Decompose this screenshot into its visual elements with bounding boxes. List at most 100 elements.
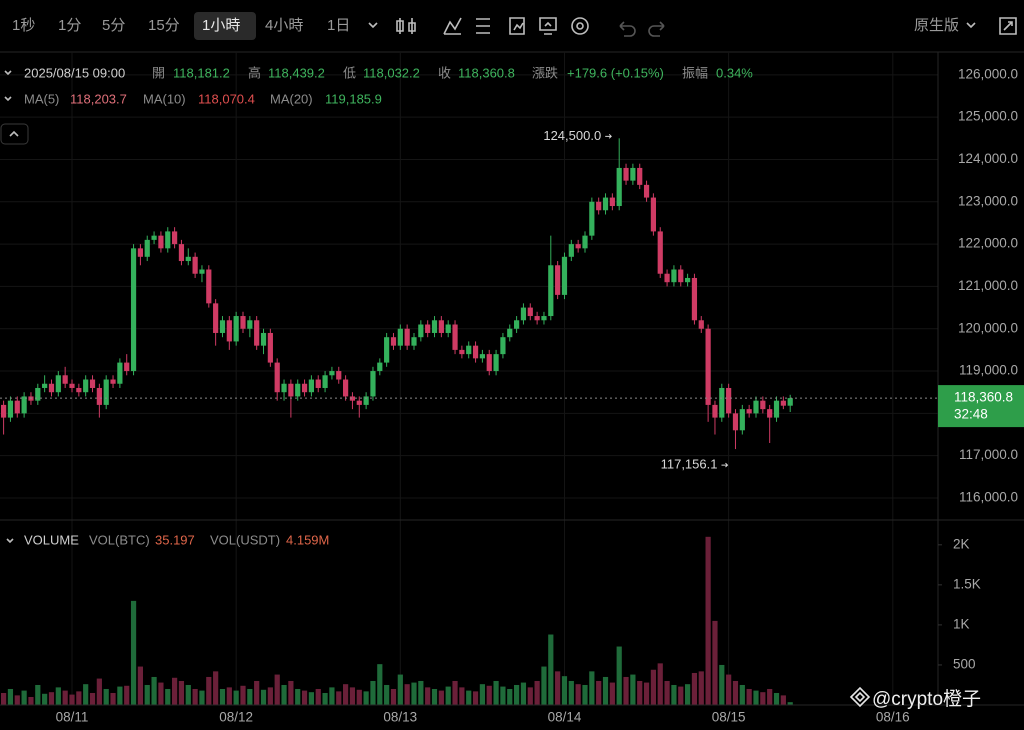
volume-bar <box>445 686 451 705</box>
candle-body <box>172 231 178 245</box>
volume-bar <box>575 684 581 705</box>
template-icon[interactable] <box>539 17 557 35</box>
candle-body <box>719 387 725 418</box>
last-price-box <box>938 385 1024 428</box>
volume-bar <box>698 671 704 705</box>
candle-body <box>753 400 759 414</box>
volume-bar <box>254 680 260 705</box>
candle-body <box>315 379 321 388</box>
ma-value: 118,070.4 <box>198 91 255 106</box>
candle-body <box>1 404 7 418</box>
candle-type-icon[interactable] <box>396 18 416 34</box>
volume-bar <box>226 687 232 705</box>
candle-body <box>390 337 397 346</box>
volume-bar <box>349 687 356 705</box>
y-tick-label: 125,000.0 <box>958 109 1018 124</box>
volume-bar <box>561 676 568 705</box>
candle-body <box>158 235 164 249</box>
volume-bar <box>83 684 89 705</box>
collapse-icon <box>9 130 19 137</box>
y-tick-label: 123,000.0 <box>958 193 1018 208</box>
volume-bar <box>466 690 472 705</box>
candle-body <box>431 320 438 333</box>
volume-bar <box>527 687 533 705</box>
interval[interactable]: 4小時 <box>265 17 303 34</box>
draw-icon[interactable] <box>509 17 525 35</box>
volume-bar <box>582 684 588 705</box>
candle-body <box>548 265 554 317</box>
ma-chevron[interactable] <box>4 96 12 102</box>
volume-bar <box>240 685 246 705</box>
volume-bar <box>48 692 55 705</box>
candle-body <box>240 316 246 329</box>
candle-body <box>472 345 479 359</box>
candle-body <box>760 400 766 410</box>
candle-body <box>486 354 492 372</box>
collapse-chevron[interactable] <box>4 70 12 76</box>
more-intervals[interactable] <box>368 22 378 29</box>
interval[interactable]: 5分 <box>102 17 125 34</box>
undo-icon[interactable] <box>619 21 636 37</box>
interval[interactable]: 1秒 <box>12 17 35 34</box>
candle-body <box>773 400 780 418</box>
candle-body <box>165 231 171 249</box>
high-annotation: 124,500.0 <box>543 128 601 143</box>
volume-bar <box>486 685 492 705</box>
version-select[interactable]: 原生版 <box>914 17 959 34</box>
candle-body <box>295 383 301 397</box>
volume-bar <box>260 689 267 705</box>
redo-icon[interactable] <box>648 21 665 37</box>
ma-value: 118,203.7 <box>70 91 127 106</box>
candle-body <box>596 201 602 211</box>
list-icon[interactable] <box>476 18 490 34</box>
volume-bar <box>493 680 499 705</box>
volume-bar <box>336 691 342 705</box>
interval[interactable]: 1分 <box>58 17 81 34</box>
volume-bar <box>671 684 677 705</box>
volume-label: VOL(BTC) <box>89 532 150 547</box>
candle-body <box>609 197 615 207</box>
candle-body <box>206 269 212 304</box>
candle-body <box>69 383 75 388</box>
candle-body <box>76 387 82 393</box>
indicator-icon[interactable] <box>443 17 462 35</box>
volume-bar <box>685 684 691 705</box>
candle-body <box>281 383 287 393</box>
y-tick-label: 121,000.0 <box>958 278 1018 293</box>
info-label: 高 <box>248 65 261 80</box>
ma-name: MA(20) <box>270 91 313 106</box>
candle-body <box>739 409 745 431</box>
candle-body <box>650 197 656 232</box>
y-tick-label: 124,000.0 <box>958 151 1018 166</box>
volume-bar <box>110 692 116 705</box>
candle-body <box>514 320 520 329</box>
volume-bar <box>678 686 684 705</box>
settings-icon[interactable] <box>571 17 589 35</box>
volume-bar <box>329 687 335 705</box>
volume-chevron[interactable] <box>6 538 14 544</box>
interval[interactable]: 1小時 <box>202 17 240 34</box>
plot <box>0 138 938 705</box>
info-value: 118,032.2 <box>363 65 420 80</box>
volume-bar <box>363 691 369 705</box>
interval[interactable]: 15分 <box>148 17 180 34</box>
candle-body <box>274 362 280 393</box>
candle-body <box>62 375 68 384</box>
fullscreen-icon[interactable] <box>999 17 1017 35</box>
interval[interactable]: 1日 <box>327 17 350 34</box>
volume-bar <box>247 688 253 705</box>
volume-bar <box>418 680 424 705</box>
volume-bar <box>637 680 643 705</box>
candle-body <box>21 396 27 414</box>
y2-tick-label: 1K <box>953 616 970 631</box>
candle-body <box>712 404 718 418</box>
collapse-button[interactable] <box>0 123 29 145</box>
candle-body <box>397 328 403 346</box>
volume-bar <box>130 600 137 705</box>
volume-bar <box>630 674 636 705</box>
candle-body <box>561 256 568 295</box>
candle-body <box>83 379 89 393</box>
volume-bar <box>213 671 219 705</box>
y-tick-label: 116,000.0 <box>959 490 1018 505</box>
volume-bar <box>780 695 786 705</box>
